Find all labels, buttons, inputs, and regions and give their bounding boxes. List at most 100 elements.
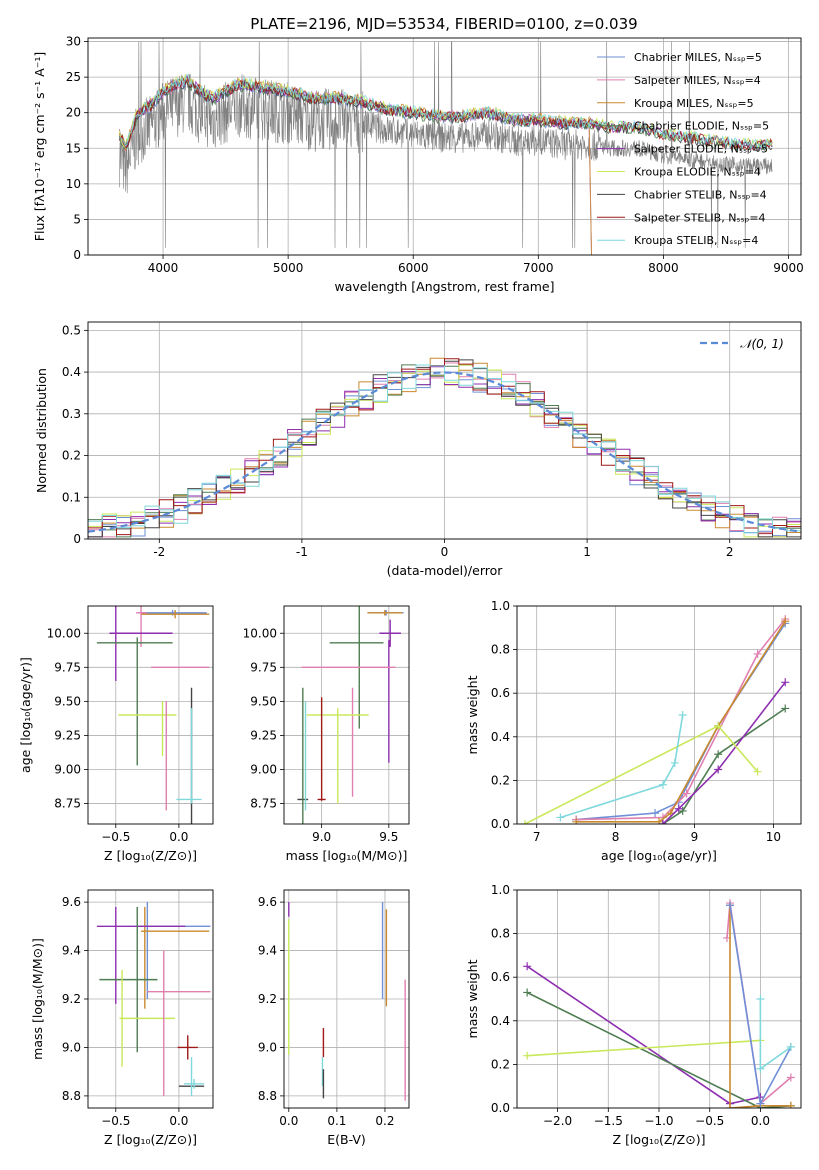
mass-weight-marker bbox=[556, 813, 565, 822]
y-tick-label: 5 bbox=[73, 212, 81, 226]
y-tick-label: 30 bbox=[66, 35, 81, 49]
x-tick-label: 0.0 bbox=[169, 1114, 188, 1128]
legend: Chabrier MILES, Nₛₛₚ=5 Salpeter MILES, Nₛ… bbox=[597, 51, 769, 247]
axes-mass-vs-Z: −0.5 0.0 8.8 9.0 9.2 9.4 9.6 Z [log₁₀(Z/Z⊙)] mas… bbox=[30, 889, 214, 1147]
axes-mass-vs-EBV: 0.0 0.1 0.2 8.8 9.0 9.2 9.4 9.6 E(B-V) bbox=[258, 889, 410, 1147]
y-tick-label: 0.0 bbox=[491, 1101, 510, 1115]
mass-weight-marker bbox=[714, 721, 723, 730]
plot-area-residuals bbox=[88, 357, 801, 538]
error-bar-point bbox=[367, 610, 403, 616]
x-tick-label: 8 bbox=[612, 830, 620, 844]
mass-weight-line bbox=[576, 618, 786, 821]
y-tick-label: 0.6 bbox=[491, 686, 510, 700]
y-tick-label: 8.8 bbox=[62, 1089, 81, 1103]
y-tick-label: 0.1 bbox=[62, 490, 81, 504]
error-bar-point bbox=[183, 1078, 205, 1089]
mass-weight-marker bbox=[658, 780, 667, 789]
mass-weight-line bbox=[524, 724, 759, 824]
x-tick-label: 1 bbox=[583, 545, 591, 559]
mass-weight-marker bbox=[682, 789, 691, 798]
axes-residuals: -2 -1 0 1 2 0 0.1 0.2 0.3 0.4 0.5 (data-model)/erro… bbox=[34, 321, 802, 578]
mass-weight-marker bbox=[756, 1064, 765, 1073]
axes-frame bbox=[87, 321, 802, 540]
plot-area-massweight-vs-age bbox=[520, 615, 790, 824]
mass-weight-marker bbox=[714, 750, 723, 759]
y-tick-label: 9.0 bbox=[258, 1040, 277, 1054]
y-tick-label: 0 bbox=[73, 532, 81, 546]
mass-weight-marker bbox=[781, 704, 790, 713]
mass-weight-marker bbox=[523, 988, 532, 997]
y-axis-label: Normed distribution bbox=[34, 368, 49, 493]
mass-weight-line bbox=[662, 681, 786, 824]
mass-weight-line bbox=[576, 620, 786, 823]
y-tick-label: 8.75 bbox=[250, 797, 277, 811]
y-tick-label: 0.4 bbox=[491, 1014, 510, 1028]
model-spectrum bbox=[118, 77, 592, 255]
y-tick-label: 0.0 bbox=[491, 817, 510, 831]
x-tick-label: 0.0 bbox=[169, 830, 188, 844]
x-tick-label: 9.5 bbox=[379, 830, 398, 844]
observed-spectrum bbox=[119, 41, 773, 248]
y-tick-label: 9.0 bbox=[62, 1040, 81, 1054]
figure-title: PLATE=2196, MJD=53534, FIBERID=0100, z=0… bbox=[250, 15, 637, 33]
plot-area-mass-vs-Z bbox=[96, 902, 211, 1096]
x-tick-label: 8000 bbox=[648, 261, 679, 275]
mass-weight-marker bbox=[753, 649, 762, 658]
x-axis-label: (data-model)/error bbox=[387, 563, 504, 578]
y-tick-label: 0.8 bbox=[491, 643, 510, 657]
x-tick-label: 0.1 bbox=[327, 1114, 346, 1128]
x-tick-label: 7 bbox=[533, 830, 541, 844]
mass-weight-line bbox=[560, 714, 684, 819]
axes-massweight-vs-Z: −2.0 −1.5 −1.0 −0.5 0.0 0.0 0.2 0.4 0.6 0.8 1.0 Z [… bbox=[465, 883, 802, 1147]
mass-weight-marker bbox=[756, 1099, 765, 1108]
axes-frame bbox=[87, 605, 214, 825]
x-axis-label: E(B-V) bbox=[327, 1132, 366, 1147]
axes-frame bbox=[87, 37, 802, 256]
y-tick-label: 0.6 bbox=[491, 970, 510, 984]
error-bar-point bbox=[135, 606, 147, 647]
normal-curve bbox=[88, 371, 801, 533]
y-tick-label: 9.00 bbox=[54, 763, 81, 777]
x-tick-label: 0 bbox=[441, 545, 449, 559]
y-tick-label: 10 bbox=[66, 177, 81, 191]
model-spectrum bbox=[118, 78, 592, 255]
x-axis-label: Z [log₁₀(Z/Z⊙)] bbox=[104, 848, 197, 863]
x-tick-label: 9000 bbox=[773, 261, 804, 275]
axes-frame bbox=[87, 889, 214, 1109]
mass-weight-marker bbox=[786, 1042, 795, 1051]
y-tick-label: 9.2 bbox=[258, 992, 277, 1006]
x-tick-label: -1 bbox=[296, 545, 308, 559]
error-bar-point bbox=[379, 619, 401, 647]
y-axis-label: mass weight bbox=[465, 959, 480, 1038]
axes-frame bbox=[283, 889, 410, 1109]
mass-weight-marker bbox=[753, 767, 762, 776]
x-tick-label: 4000 bbox=[148, 261, 179, 275]
mass-weight-marker bbox=[786, 1101, 795, 1108]
y-tick-label: 10.00 bbox=[47, 626, 81, 640]
legend-label: Chabrier STELIB, Nₛₛₚ=4 bbox=[634, 188, 767, 201]
y-tick-label: 10.00 bbox=[243, 626, 277, 640]
y-tick-label: 9.6 bbox=[258, 895, 277, 909]
y-tick-label: 0.4 bbox=[491, 730, 510, 744]
x-tick-label: 6000 bbox=[398, 261, 429, 275]
y-tick-label: 8.75 bbox=[54, 797, 81, 811]
mass-weight-line bbox=[729, 905, 791, 1108]
y-tick-label: 9.75 bbox=[250, 660, 277, 674]
mass-weight-marker bbox=[786, 1073, 795, 1082]
model-spectrum bbox=[118, 75, 773, 151]
axes-frame bbox=[516, 605, 802, 825]
mass-weight-line bbox=[526, 965, 761, 1105]
y-tick-label: 0.2 bbox=[491, 1057, 510, 1071]
legend-label: Kroupa MILES, Nₛₛₚ=5 bbox=[634, 97, 754, 110]
mass-weight-line bbox=[759, 999, 792, 1071]
x-tick-label: −2.0 bbox=[543, 1114, 572, 1128]
axes-frame bbox=[516, 889, 802, 1109]
y-tick-label: 9.2 bbox=[62, 992, 81, 1006]
error-bar-point bbox=[141, 610, 210, 619]
mass-weight-line bbox=[662, 707, 786, 824]
legend-label: Salpeter MILES, Nₛₛₚ=4 bbox=[634, 74, 761, 87]
mass-weight-marker bbox=[678, 711, 687, 719]
y-axis-label: age [log₁₀(age/yr)] bbox=[18, 657, 33, 773]
y-tick-label: 0 bbox=[73, 248, 81, 262]
plot-area-age-vs-mass bbox=[297, 606, 404, 824]
